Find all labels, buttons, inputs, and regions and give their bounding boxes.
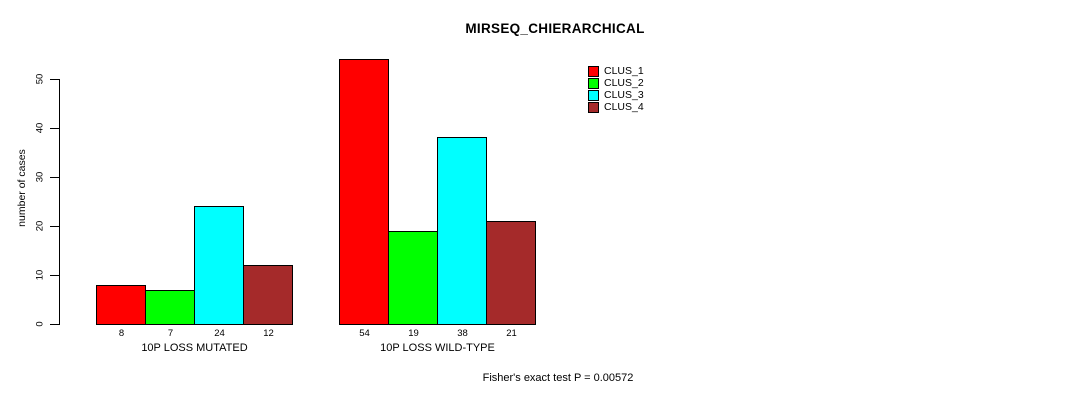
legend-swatch-icon (588, 101, 599, 113)
y-axis-line (59, 79, 60, 325)
bar-value-label: 54 (359, 328, 370, 339)
bar-value-label: 8 (118, 328, 125, 339)
y-tick-mark (50, 127, 59, 129)
y-tick-mark (50, 274, 59, 276)
bar-clus_4-0 (243, 265, 293, 325)
legend-item-clus_4: CLUS_4 (588, 101, 644, 113)
bar-clus_3-1 (437, 137, 487, 325)
bar-value-label: 12 (263, 328, 274, 339)
legend-label: CLUS_2 (604, 77, 644, 89)
legend-label: CLUS_3 (604, 89, 644, 101)
y-tick-mark (50, 176, 59, 178)
bar-clus_3-0 (194, 206, 244, 325)
bar-clus_1-0 (96, 284, 146, 325)
bar-clus_1-1 (339, 58, 389, 325)
legend-item-clus_3: CLUS_3 (588, 89, 644, 101)
legend-label: CLUS_1 (604, 65, 644, 77)
bar-clus_2-1 (388, 230, 438, 325)
legend: CLUS_1 CLUS_2 CLUS_3 CLUS_4 (588, 65, 644, 113)
y-tick-label: 40 (34, 122, 46, 133)
y-tick-label: 20 (34, 220, 46, 232)
y-tick-mark (50, 225, 59, 227)
legend-item-clus_1: CLUS_1 (588, 65, 644, 77)
y-tick-label: 0 (34, 321, 46, 327)
bar-clus_4-1 (486, 220, 536, 325)
legend-swatch-icon (588, 65, 599, 77)
bar-value-label: 19 (408, 328, 419, 339)
bar-value-label: 7 (167, 328, 174, 339)
bar-value-label: 38 (457, 328, 468, 339)
bar-value-label: 24 (214, 328, 225, 339)
chart-title: MIRSEQ_CHIERARCHICAL (465, 21, 645, 36)
y-tick-label: 50 (34, 73, 46, 84)
legend-label: CLUS_4 (604, 101, 644, 113)
y-axis-label: number of cases (16, 149, 28, 227)
y-tick-label: 30 (34, 171, 46, 183)
y-tick-mark (50, 78, 59, 80)
legend-item-clus_2: CLUS_2 (588, 77, 644, 89)
y-tick-label: 10 (34, 269, 46, 281)
y-tick-mark (50, 324, 59, 325)
category-label-0: 10P LOSS MUTATED (141, 342, 248, 354)
legend-swatch-icon (588, 77, 599, 89)
category-label-1: 10P LOSS WILD-TYPE (380, 342, 495, 354)
legend-swatch-icon (588, 89, 599, 101)
bar-value-label: 21 (506, 328, 517, 339)
bar-clus_2-0 (145, 289, 195, 325)
annotation-text: Fisher's exact test P = 0.00572 (482, 372, 634, 384)
